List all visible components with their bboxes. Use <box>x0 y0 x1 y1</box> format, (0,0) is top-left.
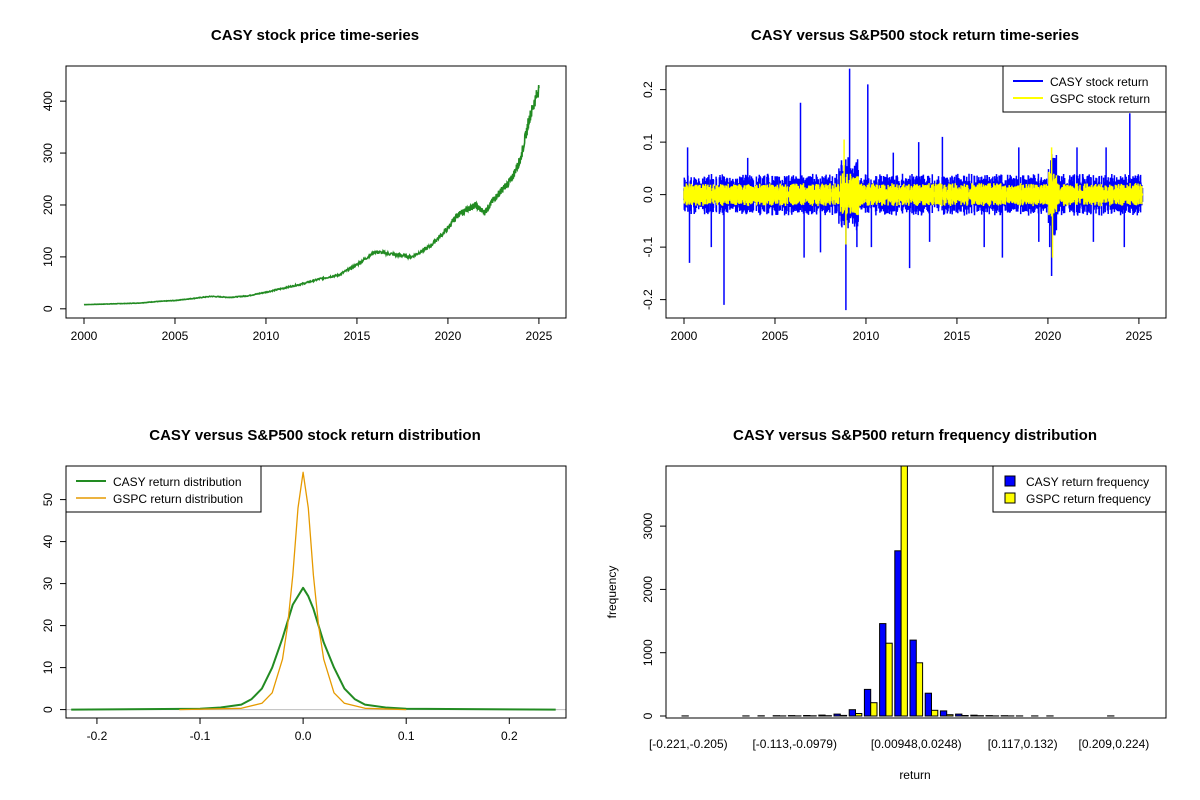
casy-price-line <box>83 85 540 306</box>
return-ts-chart-x-tick-label: 2010 <box>853 329 880 343</box>
casy-frequency-bar <box>879 623 887 717</box>
density-chart: CASY versus S&P500 stock return distribu… <box>41 427 567 743</box>
frequency-chart-ylabel: frequency <box>605 566 619 619</box>
density-chart-y-tick-label: 30 <box>41 577 55 591</box>
legend-swatch-gspc-frequency <box>1004 492 1016 504</box>
return-ts-chart-y-tick-label: -0.2 <box>641 289 655 310</box>
frequency-chart-y-tick-label: 0 <box>641 712 655 719</box>
price-chart-x-tick-label: 2025 <box>526 329 553 343</box>
gspc-frequency-bar <box>855 713 863 717</box>
gspc-frequency-bar <box>885 642 893 717</box>
casy-frequency-bar <box>818 714 826 717</box>
return-ts-chart-y-tick-label: 0.2 <box>641 81 655 98</box>
casy-frequency-bar <box>909 639 917 717</box>
casy-frequency-bar <box>833 713 841 717</box>
density-chart-x-tick-label: -0.2 <box>87 729 108 743</box>
density-legend-box <box>65 465 262 513</box>
return-ts-legend-box <box>1002 65 1167 113</box>
return-ts-chart-y-tick-label: -0.1 <box>641 236 655 257</box>
legend-label-casy-density: CASY return distribution <box>113 475 242 489</box>
return-ts-chart-title: CASY versus S&P500 stock return time-ser… <box>751 27 1079 44</box>
density-chart-x-tick-label: 0.2 <box>501 729 518 743</box>
density-chart-frame <box>65 465 567 719</box>
return-ts-chart: CASY versus S&P500 stock return time-ser… <box>641 27 1167 343</box>
gspc-frequency-bar <box>870 702 878 717</box>
casy-frequency-bar <box>894 550 902 717</box>
price-chart-y-tick-label: 100 <box>41 247 55 267</box>
return-ts-chart-y-tick-label: 0.1 <box>641 133 655 150</box>
frequency-chart: CASY versus S&P500 return frequency dist… <box>605 427 1167 782</box>
casy-frequency-bar <box>863 688 872 717</box>
price-chart-y-tick-label: 300 <box>41 143 55 163</box>
price-chart-x-tick-label: 2005 <box>162 329 189 343</box>
frequency-chart-x-tick-label: [0.117,0.132) <box>988 737 1058 751</box>
return-ts-chart-x-tick-label: 2000 <box>671 329 698 343</box>
legend-label-gspc-return: GSPC stock return <box>1050 92 1150 106</box>
frequency-chart-x-tick-label: [0.209,0.224) <box>1079 737 1150 751</box>
density-chart-x-tick-label: -0.1 <box>190 729 211 743</box>
casy-density-line <box>71 586 556 711</box>
density-chart-y-tick-label: 50 <box>41 493 55 507</box>
gspc-frequency-bar <box>915 662 924 717</box>
frequency-chart-frame <box>665 465 1167 719</box>
density-chart-y-tick-label: 0 <box>41 706 55 713</box>
frequency-chart-y-tick-label: 1000 <box>641 639 655 666</box>
frequency-chart-y-tick-label: 2000 <box>641 576 655 603</box>
price-chart-frame <box>65 65 567 319</box>
frequency-chart-title: CASY versus S&P500 return frequency dist… <box>733 427 1097 444</box>
gspc-density-line <box>179 471 407 711</box>
legend-label-gspc-frequency: GSPC return frequency <box>1026 492 1151 506</box>
price-chart-y-tick-label: 400 <box>41 91 55 111</box>
gspc-return-series <box>683 139 1144 258</box>
density-chart-x-tick-label: 0.1 <box>398 729 415 743</box>
frequency-chart-x-tick-label: [-0.113,-0.0979) <box>752 737 837 751</box>
frequency-chart-y-tick-label: 3000 <box>641 512 655 539</box>
frequency-chart-x-tick-label: [-0.221,-0.205) <box>649 737 728 751</box>
frequency-legend: CASY return frequency GSPC return freque… <box>992 465 1167 513</box>
gspc-frequency-bar <box>961 715 969 717</box>
return-ts-chart-x-tick-label: 2005 <box>762 329 789 343</box>
casy-frequency-bar <box>970 714 978 717</box>
density-chart-y-tick-label: 10 <box>41 661 55 675</box>
gspc-frequency-bar <box>946 714 954 717</box>
price-chart-y-tick-label: 200 <box>41 195 55 215</box>
frequency-bars <box>681 466 1115 717</box>
price-chart-x-tick-label: 2015 <box>344 329 371 343</box>
casy-frequency-bar <box>924 692 933 717</box>
casy-frequency-bar <box>955 713 963 717</box>
gspc-frequency-bar <box>900 466 908 717</box>
frequency-chart-x-tick-label: [0.00948,0.0248) <box>871 737 962 751</box>
casy-frequency-bar <box>803 715 811 717</box>
casy-frequency-bar <box>939 710 948 717</box>
density-chart-y-tick-label: 20 <box>41 619 55 633</box>
return-ts-chart-y-tick-label: 0.0 <box>641 186 655 203</box>
gspc-frequency-bar <box>839 714 848 717</box>
price-chart-title: CASY stock price time-series <box>211 27 419 44</box>
return-ts-legend: CASY stock return GSPC stock return <box>1002 65 1167 113</box>
price-chart-y-tick-label: 0 <box>41 305 55 312</box>
frequency-chart-xlabel: return <box>899 768 930 782</box>
price-chart: CASY stock price time-series 2000 2005 201… <box>41 27 567 343</box>
density-chart-x-tick-label: 0.0 <box>295 729 312 743</box>
legend-label-casy-frequency: CASY return frequency <box>1026 475 1149 489</box>
legend-label-gspc-density: GSPC return distribution <box>113 492 243 506</box>
density-chart-y-tick-label: 40 <box>41 535 55 549</box>
legend-label-casy-return: CASY stock return <box>1050 75 1148 89</box>
price-chart-x-tick-label: 2000 <box>71 329 98 343</box>
legend-swatch-casy-frequency <box>1004 475 1016 487</box>
density-chart-title: CASY versus S&P500 stock return distribu… <box>149 427 481 444</box>
return-ts-chart-frame <box>665 65 1167 319</box>
price-chart-x-tick-label: 2010 <box>253 329 280 343</box>
return-ts-chart-x-tick-label: 2020 <box>1035 329 1062 343</box>
price-chart-x-tick-label: 2020 <box>435 329 462 343</box>
return-ts-chart-x-tick-label: 2025 <box>1126 329 1153 343</box>
density-legend: CASY return distribution GSPC return dis… <box>65 465 262 513</box>
frequency-legend-box <box>992 465 1167 513</box>
gspc-frequency-bar <box>931 709 939 717</box>
return-ts-chart-x-tick-label: 2015 <box>944 329 971 343</box>
casy-frequency-bar <box>848 709 857 717</box>
